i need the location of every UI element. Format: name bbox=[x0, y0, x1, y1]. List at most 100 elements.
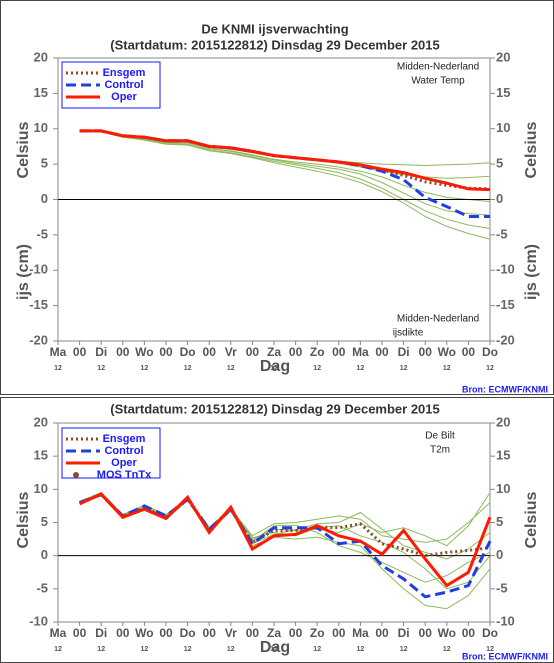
y2-tick-label: 5 bbox=[496, 156, 503, 171]
x-sublabel: 12 bbox=[486, 365, 494, 372]
series-line bbox=[79, 492, 492, 599]
annotation: Midden-Nederland bbox=[397, 62, 479, 73]
ensemble-member-line bbox=[79, 130, 491, 229]
x-tick-label: Ma bbox=[50, 626, 67, 640]
source-note: Bron: ECMWF/KNMI bbox=[462, 651, 548, 661]
ensemble-member-line bbox=[79, 130, 491, 240]
source-note: Bron: ECMWF/KNMI bbox=[462, 384, 548, 394]
x-sublabel: 12 bbox=[270, 646, 278, 653]
x-tick-label: 00 bbox=[289, 626, 303, 640]
y-tick-label: -5 bbox=[36, 226, 48, 241]
y-tick-label: 0 bbox=[41, 191, 48, 206]
x-tick-label: 00 bbox=[332, 626, 346, 640]
x-tick-label: 00 bbox=[73, 626, 87, 640]
x-tick-label: 00 bbox=[462, 345, 476, 359]
y-axis-label: Celsius bbox=[15, 491, 32, 548]
y2-tick-label: -5 bbox=[496, 580, 508, 595]
y-axis-label: Celsius bbox=[523, 491, 540, 548]
x-sublabel: 12 bbox=[400, 365, 408, 372]
x-tick-label: 00 bbox=[419, 345, 433, 359]
x-tick-label: Zo bbox=[310, 626, 325, 640]
x-sublabel: 12 bbox=[141, 646, 149, 653]
x-sublabel: 12 bbox=[443, 646, 451, 653]
y2-tick-label: -10 bbox=[496, 613, 515, 628]
x-tick-label: Do bbox=[482, 345, 498, 359]
y-tick-label: 15 bbox=[34, 85, 48, 100]
x-tick-label: Wo bbox=[438, 626, 456, 640]
legend-label: Ensgem bbox=[103, 433, 146, 445]
x-tick-label: Za bbox=[267, 345, 281, 359]
x-tick-label: Zo bbox=[310, 345, 325, 359]
y-axis-label: ijs (cm) bbox=[15, 244, 32, 300]
x-tick-label: Za bbox=[267, 626, 281, 640]
chart-title: De KNMI ijsverwachting bbox=[201, 21, 348, 36]
legend-label: Oper bbox=[111, 91, 137, 103]
y2-tick-label: -15 bbox=[496, 297, 515, 312]
x-tick-label: 00 bbox=[116, 345, 130, 359]
x-axis-label: Dag bbox=[260, 639, 290, 656]
x-sublabel: 12 bbox=[313, 365, 321, 372]
annotation: Midden-Nederland bbox=[397, 314, 479, 325]
x-sublabel: 12 bbox=[141, 365, 149, 372]
x-tick-label: 00 bbox=[159, 345, 173, 359]
x-sublabel: 12 bbox=[97, 646, 105, 653]
y-tick-label: -20 bbox=[29, 332, 48, 347]
y-axis-label: Celsius bbox=[15, 121, 32, 178]
x-tick-label: Wo bbox=[438, 345, 456, 359]
x-sublabel: 12 bbox=[270, 365, 278, 372]
x-tick-label: Vr bbox=[225, 626, 237, 640]
x-sublabel: 12 bbox=[227, 646, 235, 653]
y-tick-label: 0 bbox=[41, 547, 48, 562]
y2-tick-label: -20 bbox=[496, 332, 515, 347]
x-sublabel: 12 bbox=[54, 365, 62, 372]
y2-tick-label: 15 bbox=[496, 85, 510, 100]
y-tick-label: -15 bbox=[29, 297, 48, 312]
x-tick-label: 00 bbox=[462, 626, 476, 640]
y2-tick-label: 10 bbox=[496, 120, 510, 135]
x-sublabel: 12 bbox=[97, 365, 105, 372]
x-tick-label: 00 bbox=[203, 626, 217, 640]
series-line bbox=[78, 492, 492, 588]
x-tick-label: 00 bbox=[332, 345, 346, 359]
x-axis-label: Dag bbox=[260, 358, 290, 375]
y-tick-label: 5 bbox=[41, 156, 48, 171]
x-tick-label: Do bbox=[180, 626, 196, 640]
y2-tick-label: -10 bbox=[496, 262, 515, 277]
x-tick-label: 00 bbox=[203, 345, 217, 359]
annotation: De Bilt bbox=[425, 431, 455, 442]
legend-box bbox=[61, 61, 161, 109]
y2-tick-label: 0 bbox=[496, 547, 503, 562]
x-sublabel: 12 bbox=[443, 365, 451, 372]
x-tick-label: Ma bbox=[352, 626, 369, 640]
legend-label: Control bbox=[104, 445, 143, 457]
x-tick-label: 00 bbox=[375, 345, 389, 359]
x-tick-label: Di bbox=[398, 626, 410, 640]
legend-label: Control bbox=[104, 79, 143, 91]
x-tick-label: Do bbox=[482, 626, 498, 640]
x-sublabel: 12 bbox=[184, 646, 192, 653]
legend-label: MOS TnTx bbox=[97, 469, 152, 481]
chart-subtitle: (Startdatum: 2015122812) Dinsdag 29 Dece… bbox=[110, 37, 440, 52]
x-tick-label: Di bbox=[95, 345, 107, 359]
y-tick-label: -10 bbox=[29, 613, 48, 628]
x-tick-label: 00 bbox=[289, 345, 303, 359]
x-sublabel: 12 bbox=[486, 646, 494, 653]
x-sublabel: 12 bbox=[400, 646, 408, 653]
legend-label: Ensgem bbox=[103, 67, 146, 79]
x-tick-label: Di bbox=[95, 626, 107, 640]
x-tick-label: 00 bbox=[246, 626, 260, 640]
y2-tick-label: 0 bbox=[496, 191, 503, 206]
x-sublabel: 12 bbox=[54, 646, 62, 653]
x-tick-label: Wo bbox=[135, 345, 153, 359]
annotation: Water Temp bbox=[411, 76, 465, 87]
x-tick-label: Wo bbox=[135, 626, 153, 640]
y-tick-label: 10 bbox=[34, 120, 48, 135]
x-tick-label: 00 bbox=[116, 626, 130, 640]
x-tick-label: Ma bbox=[352, 345, 369, 359]
x-sublabel: 12 bbox=[227, 365, 235, 372]
y-tick-label: 20 bbox=[34, 414, 48, 429]
x-sublabel: 12 bbox=[357, 365, 365, 372]
x-sublabel: 12 bbox=[184, 365, 192, 372]
x-tick-label: Ma bbox=[50, 345, 67, 359]
